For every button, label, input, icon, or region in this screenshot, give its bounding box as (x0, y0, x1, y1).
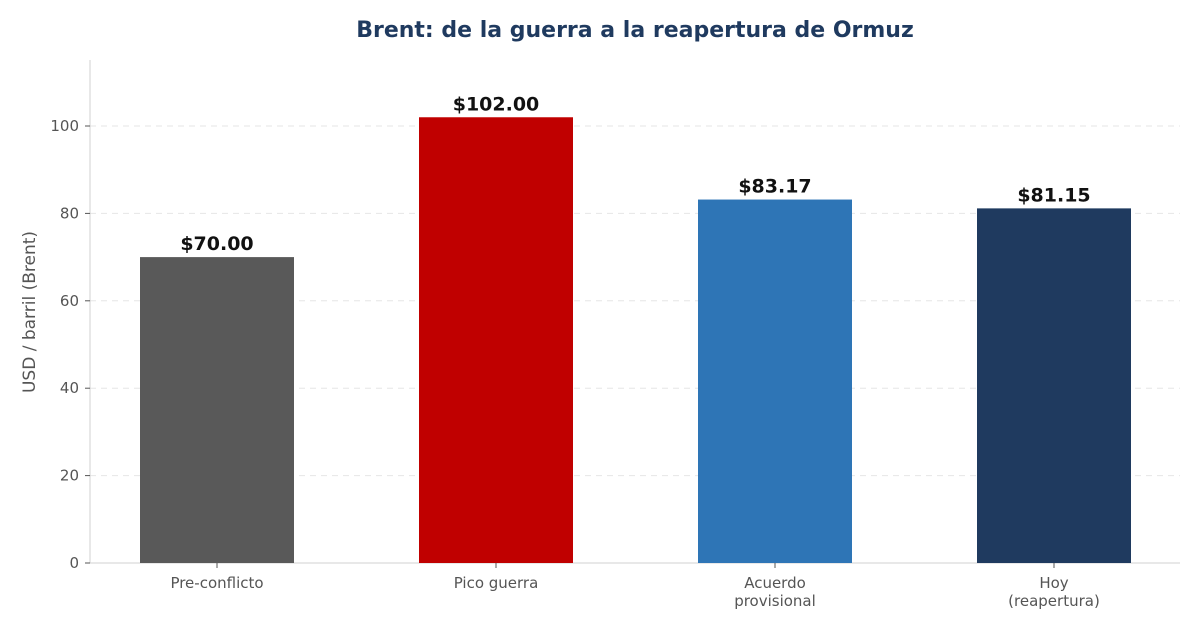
x-ticks: Pre-conflicto Pico guerra Acuerdoprovision… (170, 563, 1100, 610)
x-tick-label: (reapertura) (1008, 592, 1100, 610)
y-tick-label: 100 (50, 117, 79, 135)
bars: $70.00 $102.00 $83.17 $81.15 (140, 93, 1131, 563)
y-tick-label: 80 (60, 204, 79, 222)
bar-value-label: $70.00 (180, 233, 253, 255)
bar (977, 208, 1131, 563)
x-tick-label: Hoy (1039, 574, 1068, 592)
bar-value-label: $81.15 (1017, 184, 1090, 206)
y-tick-label: 40 (60, 379, 79, 397)
x-tick-label: provisional (734, 592, 816, 610)
x-tick-label: Pico guerra (454, 574, 539, 592)
bar (698, 199, 852, 563)
bar-value-label: $83.17 (738, 176, 811, 198)
y-tick-label: 60 (60, 292, 79, 310)
x-tick-label: Acuerdo (744, 574, 806, 592)
bar (140, 257, 294, 563)
bar-value-label: $102.00 (453, 93, 540, 115)
bar (419, 117, 573, 563)
y-tick-label: 0 (69, 554, 79, 572)
y-axis-label: USD / barril (Brent) (20, 231, 40, 393)
y-ticks: 0 20 40 60 80 100 (50, 117, 90, 572)
y-tick-label: 20 (60, 467, 79, 485)
chart-title: Brent: de la guerra a la reapertura de O… (356, 18, 914, 43)
x-tick-label: Pre-conflicto (170, 574, 263, 592)
